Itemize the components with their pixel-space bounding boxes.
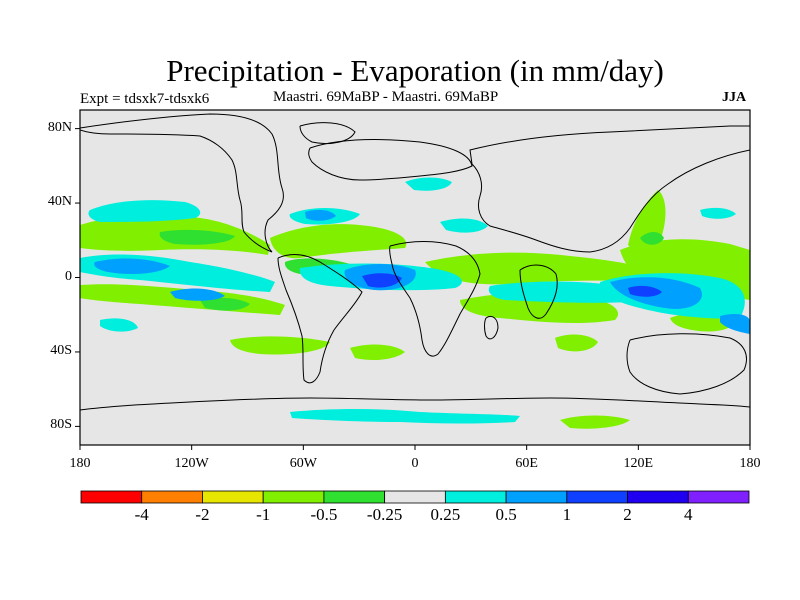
- colorbar-label: 2: [623, 505, 632, 524]
- anomaly-patch-antarctic-fringe: [560, 415, 630, 429]
- coast-asia: [469, 125, 750, 253]
- colorbar-label: 0.5: [495, 505, 517, 524]
- coast-europe: [308, 139, 473, 181]
- colorbar-label: -0.5: [310, 505, 338, 524]
- coast-south-america: [277, 254, 363, 384]
- coast-madagascar: [484, 315, 499, 340]
- colorbar-swatch: [141, 490, 203, 504]
- anomaly-patch-north-atlantic-cyan: [700, 207, 736, 219]
- anomaly-patch-south-indian-small: [555, 334, 598, 352]
- anomaly-patch-gulf-guinea-core: [362, 273, 402, 288]
- x-tick-label: 120W: [174, 456, 209, 471]
- coast-africa: [389, 241, 481, 357]
- anomaly-patch-indian-band: [425, 252, 660, 285]
- anomaly-patch-central-pacific: [159, 229, 235, 245]
- anomaly-patch-east-china-sea: [640, 232, 664, 245]
- anomaly-patch-itcz-pacific-central: [170, 288, 225, 301]
- anomaly-patch-south-pacific-west: [200, 297, 250, 311]
- colorbar-swatch: [80, 490, 143, 504]
- anomaly-patch-south-atlantic: [350, 344, 405, 360]
- anomaly-patch-itcz-east-pacific: [94, 258, 170, 274]
- coast-north-america: [80, 113, 284, 253]
- colorbar-swatch: [505, 490, 568, 504]
- anomaly-patch-maritime-core: [628, 285, 662, 297]
- x-tick-label: 60E: [515, 456, 538, 471]
- colorbar-swatch: [566, 490, 628, 504]
- colorbar-swatch: [323, 490, 386, 504]
- coast-australia: [626, 333, 747, 395]
- anomaly-patch-atlantic-north-blue: [305, 209, 336, 221]
- coastlines: [80, 113, 750, 411]
- x-tick-label: 60W: [289, 456, 317, 471]
- colorbar-swatch: [262, 490, 325, 504]
- colorbar-swatch: [202, 490, 264, 504]
- colorbar-label: 0.25: [430, 505, 461, 524]
- colorbar-swatch: [627, 490, 689, 504]
- x-tick-label: 0: [411, 456, 419, 471]
- y-tick-label: 0: [65, 268, 72, 284]
- season-label: JJA: [722, 90, 747, 105]
- coast-greenland: [299, 122, 356, 145]
- y-tick-label: 40N: [47, 194, 72, 210]
- y-tick-label: 40S: [50, 342, 72, 358]
- period-label: Maastri. 69MaBP - Maastri. 69MaBP: [273, 89, 499, 105]
- colorbar-label: 1: [562, 505, 572, 524]
- anomaly-patch-north-pacific: [88, 200, 201, 222]
- anomaly-patch-atlantic-north: [270, 224, 407, 259]
- anomaly-patch-tethys: [405, 177, 452, 191]
- x-tick-label: 180: [69, 456, 91, 471]
- anomaly-patches: [80, 177, 750, 429]
- anomaly-patch-antarctic-coast: [290, 409, 520, 424]
- colorbar-label: -2: [195, 505, 210, 524]
- y-tick-label: 80S: [50, 417, 72, 433]
- colorbar-swatch: [384, 490, 446, 504]
- colorbar-label: -1: [256, 505, 271, 524]
- axis-tick-marks: [75, 128, 751, 450]
- coast-india: [519, 264, 558, 319]
- colorbar-label: -0.25: [366, 505, 403, 524]
- anomaly-patch-south-pacific-cyan: [100, 318, 138, 332]
- colorbar-label: 4: [684, 505, 693, 524]
- y-tick-label: 80N: [47, 119, 72, 135]
- x-tick-label: 120E: [623, 456, 654, 471]
- coast-antarctica: [80, 397, 750, 411]
- colorbar: [80, 490, 750, 504]
- colorbar-swatch: [687, 490, 750, 504]
- x-tick-label: 180: [739, 456, 761, 471]
- anomaly-patch-north-indian: [440, 218, 488, 233]
- colorbar-label: -4: [134, 505, 149, 524]
- experiment-label: Expt = tdsxk7-tdsxk6: [80, 91, 210, 107]
- chart-title: Precipitation - Evaporation (in mm/day): [166, 53, 664, 88]
- anomaly-patch-southern-ocean: [230, 336, 330, 355]
- colorbar-swatch: [444, 490, 507, 504]
- anomaly-patch-south-pacific-blue: [720, 314, 750, 334]
